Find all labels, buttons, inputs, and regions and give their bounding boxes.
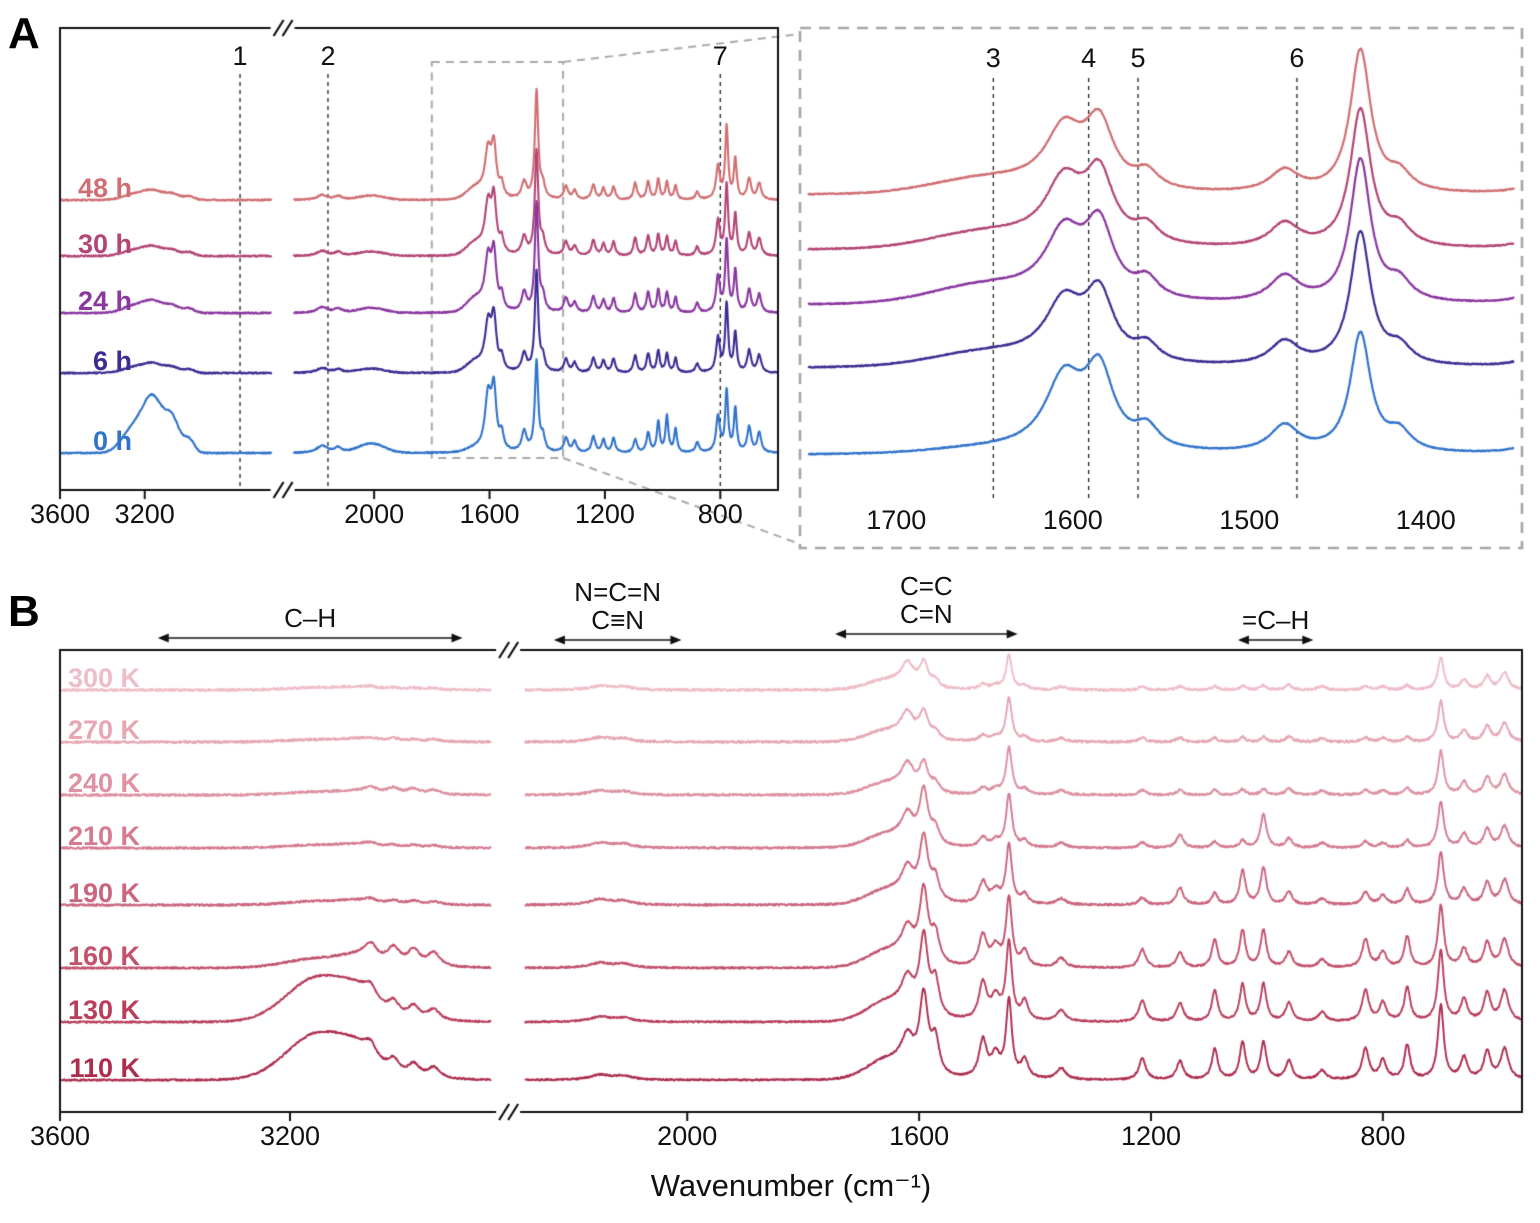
- panel-b-letter: B: [8, 587, 40, 636]
- vibration-band-annotation: C–H: [284, 604, 336, 632]
- inset-x-tick-label: 1600: [1042, 505, 1103, 535]
- panel-a-x-tick-label: 1600: [459, 499, 520, 529]
- trace-label-temperature: 210 K: [67, 821, 140, 851]
- panel-b-x-tick-label: 1200: [1120, 1121, 1182, 1151]
- panel-a-x-tick-label: 1200: [574, 499, 635, 529]
- inset-x-tick-label: 1700: [866, 505, 927, 535]
- panel-b-x-tick-label: 1600: [889, 1121, 950, 1151]
- vibration-band-annotation-line: =C–H: [1242, 605, 1310, 635]
- panel-a-x-tick-label: 800: [697, 499, 743, 529]
- inset-band-marker-label: 6: [1289, 43, 1305, 73]
- inset-band-marker-label: 5: [1130, 43, 1146, 73]
- panel-b-x-tick-label: 2000: [657, 1121, 718, 1151]
- vibration-band-annotation: =C–H: [1242, 606, 1309, 634]
- trace-label-time: 0 h: [92, 426, 132, 456]
- vibration-band-annotation-line: C≡N: [591, 605, 645, 635]
- band-marker-label: 1: [232, 41, 248, 71]
- vibration-band-annotation-line: C=N: [899, 599, 953, 629]
- trace-label-time: 6 h: [92, 346, 132, 376]
- panel-a-x-tick-label: 2000: [344, 499, 405, 529]
- panel-a-x-tick-label: 3200: [114, 499, 175, 529]
- trace-label-temperature: 160 K: [67, 941, 140, 971]
- trace-label-temperature: 240 K: [67, 768, 140, 798]
- inset-band-marker-label: 3: [985, 43, 1001, 73]
- vibration-band-annotation: C=C C=N: [900, 572, 953, 628]
- trace-label-temperature: 190 K: [67, 878, 140, 908]
- band-marker-label: 7: [712, 41, 728, 71]
- vibration-band-annotation-line: C=C: [899, 571, 953, 601]
- panel-b-x-tick-label: 800: [1360, 1121, 1406, 1151]
- trace-label-temperature: 110 K: [69, 1053, 140, 1083]
- x-axis-title: Wavenumber (cm⁻¹): [650, 1168, 932, 1203]
- inset-band-marker-label: 4: [1081, 43, 1097, 73]
- panel-b-x-tick-label: 3600: [29, 1121, 91, 1151]
- panel-a-letter: A: [8, 9, 40, 58]
- trace-label-time: 30 h: [77, 229, 132, 259]
- trace-label-time: 48 h: [77, 173, 132, 203]
- panel-b-x-tick-label: 3200: [259, 1121, 321, 1151]
- panel-a-x-tick-label: 3600: [29, 499, 91, 529]
- inset-x-tick-label: 1400: [1395, 505, 1456, 535]
- trace-label-temperature: 130 K: [67, 995, 140, 1025]
- inset-x-tick-label: 1500: [1219, 505, 1280, 535]
- vibration-band-annotation-line: C–H: [284, 603, 337, 633]
- band-marker-label: 2: [320, 41, 336, 71]
- trace-label-time: 24 h: [77, 286, 132, 316]
- trace-label-temperature: 300 K: [67, 663, 140, 693]
- trace-label-temperature: 270 K: [67, 715, 140, 745]
- vibration-band-annotation: N=C=N C≡N: [574, 578, 661, 634]
- vibration-band-annotation-line: N=C=N: [574, 577, 662, 607]
